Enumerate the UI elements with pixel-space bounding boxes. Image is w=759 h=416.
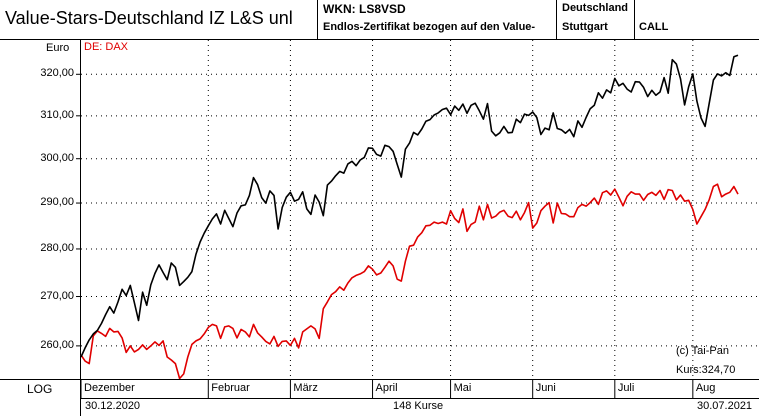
legend-dax: DE: DAX (84, 41, 129, 53)
y-axis-column (0, 40, 81, 379)
y-tick-label: 320,00 (40, 67, 74, 80)
start-date-label: 30.12.2020 (85, 400, 141, 412)
scale-mode-label[interactable]: LOG (27, 382, 53, 396)
y-tick-label: 260,00 (40, 338, 74, 351)
month-label: Dezember (84, 382, 135, 394)
country-label: Deutschland (562, 2, 629, 14)
series-line-dax (80, 183, 739, 380)
last-price-label: Kurs:324,70 (676, 364, 736, 376)
end-date-label: 30.07.2021 (697, 400, 753, 412)
type-label: CALL (639, 21, 669, 33)
credit-label: (c) Tai-Pan (676, 345, 729, 357)
month-label: Juni (535, 382, 556, 394)
month-label: Juli (617, 382, 635, 394)
chart-title: Value-Stars-Deutschland IZ L&S unl (5, 8, 293, 28)
exchange-cell: Deutschland Stuttgart (557, 0, 635, 40)
description-label: Endlos-Zertifikat bezogen auf den Value- (323, 21, 536, 33)
wkn-label: WKN: LS8VSD (323, 2, 406, 16)
series-line-main (80, 54, 739, 358)
y-tick-label: 300,00 (40, 151, 74, 164)
type-cell: CALL (635, 0, 759, 40)
y-tick-label: 270,00 (40, 289, 74, 302)
scale-mode-cell: LOG (0, 379, 81, 416)
month-label: Aug (695, 382, 716, 394)
count-label: 148 Kurse (393, 400, 444, 412)
exchange-label: Stuttgart (562, 21, 608, 33)
wkn-cell: WKN: LS8VSD Endlos-Zertifikat bezogen au… (318, 0, 557, 40)
month-label: April (375, 382, 398, 394)
x-axis-band (0, 379, 759, 416)
y-tick-label: 290,00 (40, 196, 74, 209)
month-label: März (293, 382, 318, 394)
y-unit-label: Euro (46, 42, 70, 54)
title-cell: Value-Stars-Deutschland IZ L&S unl (0, 0, 318, 40)
y-tick-label: 280,00 (40, 241, 74, 254)
month-label: Mai (453, 382, 472, 394)
y-tick-label: 310,00 (40, 108, 74, 121)
month-label: Februar (211, 382, 250, 394)
date-row-divider (81, 398, 759, 399)
